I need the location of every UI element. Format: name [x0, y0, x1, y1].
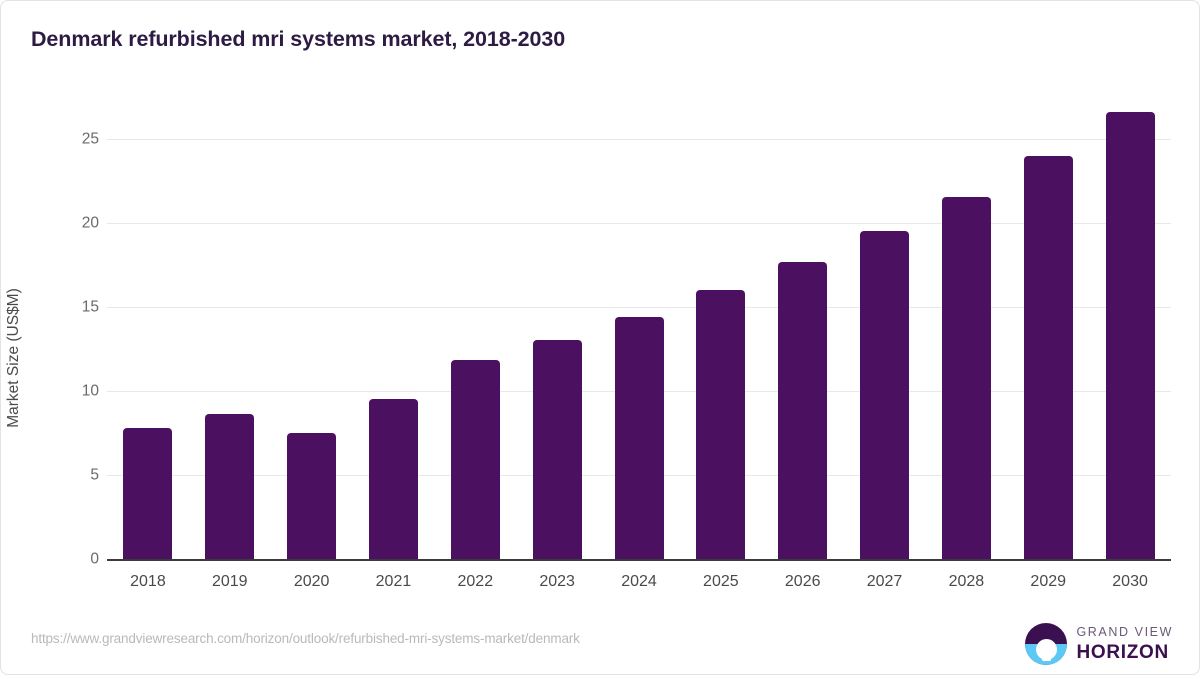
x-tick-label: 2024 — [621, 573, 657, 590]
bar[interactable] — [614, 317, 664, 559]
y-tick-label: 10 — [81, 382, 99, 400]
y-tick-label: 25 — [81, 130, 99, 148]
bar[interactable] — [123, 427, 173, 559]
x-tick-label: 2023 — [539, 573, 575, 590]
x-axis-line — [107, 559, 1171, 561]
bar-series — [107, 112, 1171, 559]
bar[interactable] — [941, 196, 991, 559]
logo-ray-1 — [1036, 648, 1056, 651]
y-tick-label: 5 — [90, 466, 99, 484]
bar[interactable] — [368, 399, 418, 559]
logo-wordmark: GRAND VIEW HORIZON — [1076, 626, 1173, 662]
bar[interactable] — [532, 339, 582, 559]
x-tick-label: 2026 — [784, 573, 821, 590]
x-tick-label: 2025 — [703, 573, 739, 590]
x-tick-label: 2022 — [457, 573, 494, 590]
gridline-15 — [107, 307, 1171, 308]
x-tick-label: 2019 — [211, 573, 248, 590]
bar[interactable] — [1105, 112, 1155, 559]
x-tick-label: 2018 — [130, 573, 166, 590]
x-tick-label: 2030 — [1112, 573, 1148, 590]
x-tick-label: 2027 — [866, 573, 903, 590]
gridline-25 — [107, 139, 1171, 140]
y-axis-ticks: 0 5 10 15 20 25 — [49, 1, 99, 674]
source-url[interactable]: https://www.grandviewresearch.com/horizo… — [31, 631, 580, 646]
gridline-20 — [107, 223, 1171, 224]
bar[interactable] — [287, 433, 337, 559]
x-tick-label: 2028 — [948, 573, 985, 590]
y-tick-label: 0 — [90, 550, 99, 568]
x-tick-label: 2020 — [293, 573, 330, 590]
x-axis-ticks: 2018 2019 2020 2021 2022 2023 2024 2025 2026 2027… — [107, 573, 1171, 599]
y-tick-label: 20 — [81, 214, 99, 232]
bar[interactable] — [1023, 155, 1073, 559]
horizon-sunrise-icon — [1025, 623, 1068, 665]
x-tick-label: 2021 — [375, 573, 412, 590]
bar[interactable] — [778, 262, 828, 559]
bar[interactable] — [205, 413, 255, 559]
logo-text-horizon: HORIZON — [1076, 641, 1169, 663]
x-tick-label: 2029 — [1030, 573, 1067, 590]
logo-ray-2 — [1039, 653, 1054, 656]
bar[interactable] — [696, 290, 746, 559]
bar[interactable] — [450, 359, 500, 559]
logo-text-grand-view: GRAND VIEW — [1076, 625, 1173, 640]
bar[interactable] — [860, 230, 910, 559]
y-tick-label: 15 — [81, 298, 99, 316]
page-title: Denmark refurbished mri systems market, … — [31, 27, 566, 51]
y-axis-title: Market Size (US$M) — [5, 288, 22, 428]
logo-ray-3 — [1041, 658, 1051, 661]
grand-view-horizon-logo[interactable]: GRAND VIEW HORIZON — [1025, 620, 1173, 668]
